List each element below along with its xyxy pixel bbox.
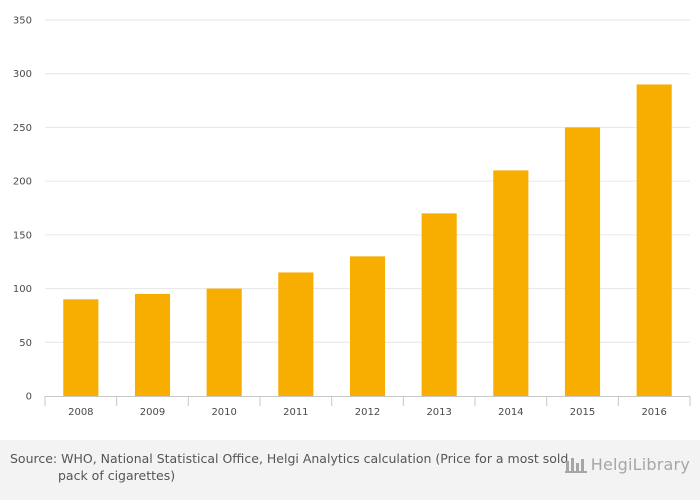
chart-footer: Source: WHO, National Statistical Office…: [0, 440, 700, 500]
y-axis-ticks: 0 50 100 150 200 250 300 350: [13, 16, 32, 403]
y-tick-label: 200: [13, 177, 32, 188]
bar: [564, 127, 601, 396]
bar: [493, 170, 529, 396]
bar: [636, 84, 672, 396]
bar: [349, 256, 386, 396]
y-tick-label: 150: [13, 230, 32, 241]
x-tick-label: 2014: [498, 407, 523, 418]
x-tick-label: 2008: [68, 407, 93, 418]
bar: [63, 299, 99, 396]
helgi-library-logo[interactable]: HelgiLibrary: [564, 452, 690, 476]
bar: [421, 213, 457, 396]
x-axis: 2008 2009 2010 2011 2012 2013 2014 2015 2016: [44, 396, 691, 418]
x-tick-label: 2011: [283, 407, 308, 418]
x-tick-label: 2013: [426, 407, 451, 418]
bar: [206, 288, 242, 396]
y-tick-label: 0: [26, 392, 32, 403]
x-tick-label: 2010: [211, 407, 236, 418]
x-tick-label: 2012: [355, 407, 380, 418]
logo-text: HelgiLibrary: [590, 454, 690, 474]
x-tick-label: 2009: [140, 407, 165, 418]
x-tick-label: 2016: [641, 407, 666, 418]
y-tick-label: 100: [13, 284, 32, 295]
bars: [63, 84, 672, 396]
y-tick-label: 50: [19, 338, 32, 349]
bar: [134, 293, 171, 396]
y-tick-label: 300: [13, 69, 32, 80]
x-tick-label: 2015: [570, 407, 595, 418]
helgi-library-logo-icon: [564, 458, 587, 473]
y-tick-label: 350: [13, 16, 32, 27]
source-note: Source: WHO, National Statistical Office…: [10, 451, 569, 483]
grid-lines: [45, 19, 690, 343]
bar: [278, 272, 314, 396]
y-tick-label: 250: [13, 123, 32, 134]
